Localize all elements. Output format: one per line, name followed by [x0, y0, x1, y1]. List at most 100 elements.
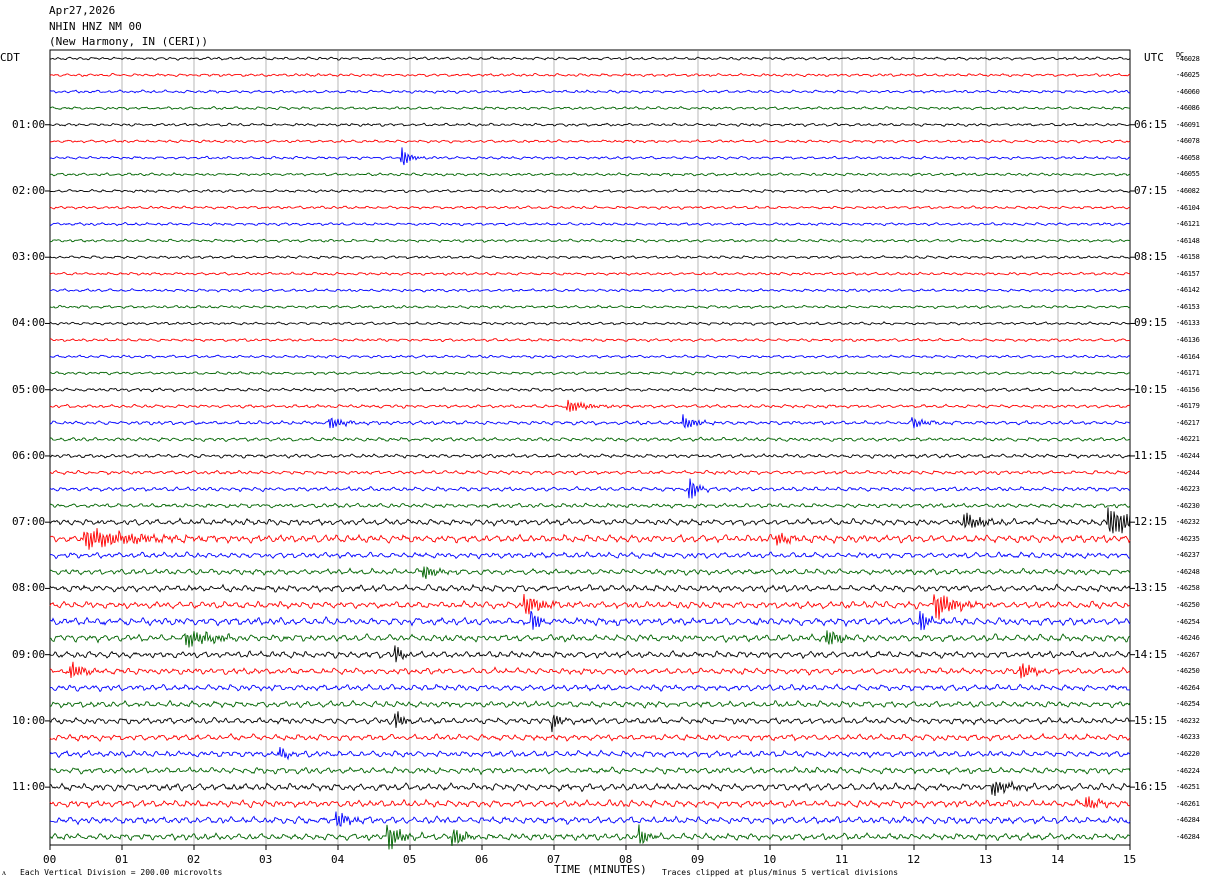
dc-offset-label: -46254: [1176, 700, 1200, 709]
seismic-trace: [49, 436, 1131, 443]
seismic-trace: [49, 354, 1131, 359]
seismic-trace: [49, 105, 1131, 111]
x-tick-label: 15: [1123, 853, 1137, 866]
seismic-trace: [49, 746, 1131, 761]
seismic-trace: [49, 594, 1131, 620]
x-tick-label: 04: [331, 853, 345, 866]
dc-offset-label: -46284: [1176, 832, 1200, 841]
seismic-trace: [49, 56, 1131, 61]
seismic-trace: [49, 139, 1131, 144]
plot-frame: [49, 49, 1131, 846]
cdt-hour-label: 11:00: [12, 780, 46, 794]
seismic-trace: [49, 172, 1131, 177]
x-tick-label: 12: [907, 853, 921, 866]
dc-offset-label: -46086: [1176, 104, 1200, 113]
dc-offset-label: -46223: [1176, 485, 1200, 494]
cdt-hour-label: 03:00: [12, 250, 46, 264]
x-tick-label: 13: [979, 853, 993, 866]
seismic-trace: [49, 271, 1131, 276]
dc-offset-label: -46133: [1176, 319, 1200, 328]
clip-note: Traces clipped at plus/minus 5 vertical …: [662, 868, 899, 877]
cdt-hour-label: 05:00: [12, 382, 46, 396]
seismic-trace: [49, 304, 1131, 310]
seismic-trace: [49, 630, 1131, 648]
seismic-trace: [49, 72, 1131, 78]
seismic-trace: [49, 796, 1131, 810]
dc-offset-label: -46025: [1176, 71, 1200, 80]
dc-offset-label: -46230: [1176, 501, 1200, 510]
cdt-hour-label: 01:00: [12, 117, 46, 131]
seismic-trace: [49, 711, 1131, 733]
x-tick-label: 07: [547, 853, 561, 866]
x-tick-label: 14: [1051, 853, 1065, 866]
utc-hour-label: 14:15: [1134, 647, 1168, 661]
seismic-trace: [49, 453, 1131, 459]
seismic-trace: [49, 337, 1131, 343]
x-tick-label: 06: [475, 853, 489, 866]
utc-hour-label: 10:15: [1134, 382, 1168, 396]
cdt-hour-label: 06:00: [12, 448, 46, 462]
seismic-trace: [49, 583, 1131, 593]
seismic-trace: [49, 469, 1131, 476]
seismic-trace: [50, 221, 1131, 227]
dc-offset-label: -46179: [1176, 402, 1200, 411]
seismic-trace: [49, 645, 1131, 663]
station-code: NHIN HNZ NM 00: [49, 20, 142, 33]
dc-offset-label: -46158: [1176, 253, 1200, 262]
x-tick-label: 09: [691, 853, 705, 866]
dc-offset-label: -46220: [1176, 750, 1200, 759]
dc-offset-label: -46171: [1176, 369, 1200, 378]
chart-date: Apr27,2026: [49, 4, 116, 17]
seismic-trace: [49, 824, 1131, 850]
dc-offset-label: -46078: [1176, 137, 1200, 146]
dc-offset-label: -46058: [1176, 153, 1200, 162]
dc-offset-label: -46232: [1176, 716, 1200, 725]
dc-offset-label: -46028: [1176, 54, 1200, 63]
dc-offset-label: -46136: [1176, 336, 1200, 345]
seismic-trace: [49, 122, 1131, 127]
dc-offset-label: -46082: [1176, 186, 1200, 195]
dc-offset-label: -46224: [1176, 766, 1200, 775]
dc-offset-label: -46164: [1176, 352, 1200, 361]
dc-offset-label: -46104: [1176, 203, 1200, 212]
dc-offset-label: -46267: [1176, 650, 1200, 659]
seismic-trace: [49, 147, 1131, 166]
scale-note: Each Vertical Division = 200.00 microvol…: [20, 868, 223, 877]
seismic-trace: [49, 610, 1131, 631]
x-axis-label: TIME (MINUTES): [554, 863, 647, 876]
dc-offset-label: -46142: [1176, 286, 1200, 295]
seismic-trace: [49, 507, 1131, 534]
utc-hour-label: 09:15: [1134, 316, 1168, 330]
cdt-hour-label: 07:00: [12, 515, 46, 529]
dc-offset-label: -46232: [1176, 518, 1200, 527]
cdt-hour-label: 04:00: [12, 316, 46, 330]
dc-offset-label: -46254: [1176, 617, 1200, 626]
seismic-trace: [49, 661, 1131, 679]
seismic-trace: [49, 699, 1131, 709]
dc-label: DC: [1176, 51, 1184, 59]
x-tick-label: 03: [259, 853, 273, 866]
utc-hour-label: 12:15: [1134, 515, 1168, 529]
dc-offset-label: -46284: [1176, 816, 1200, 825]
dc-offset-label: -46244: [1176, 468, 1200, 477]
seismic-trace: [49, 321, 1131, 326]
seismic-trace: [49, 288, 1131, 293]
dc-offset-label: -46250: [1176, 600, 1200, 609]
utc-hour-label: 08:15: [1134, 250, 1168, 264]
scale-icon: ᴧ: [2, 868, 6, 877]
seismic-trace: [49, 387, 1131, 393]
seismic-trace: [49, 811, 1131, 827]
dc-offset-label: -46157: [1176, 269, 1200, 278]
seismic-trace: [49, 205, 1131, 210]
seismic-trace: [50, 238, 1131, 244]
dc-offset-label: -46121: [1176, 220, 1200, 229]
x-tick-label: 02: [187, 853, 201, 866]
dc-offset-label: -46258: [1176, 584, 1200, 593]
utc-hour-label: 15:15: [1134, 713, 1168, 727]
dc-offset-label: -46264: [1176, 683, 1200, 692]
cdt-hour-label: 09:00: [12, 647, 46, 661]
dc-offset-label: -46217: [1176, 418, 1200, 427]
dc-offset-label: -46060: [1176, 87, 1200, 96]
seismic-trace: [49, 399, 1131, 412]
seismic-trace: [49, 89, 1131, 94]
